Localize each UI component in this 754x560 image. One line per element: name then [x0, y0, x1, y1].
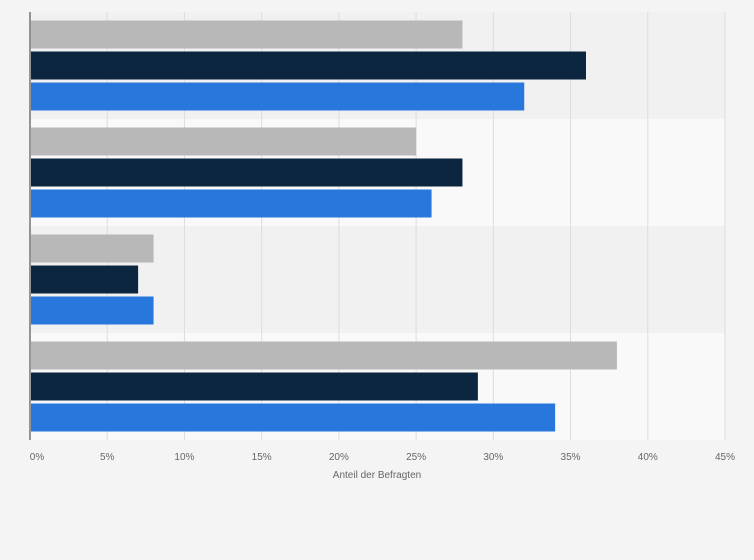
x-tick-label: 45% — [715, 452, 735, 463]
x-tick-label: 20% — [329, 452, 349, 463]
x-tick-label: 30% — [483, 452, 503, 463]
x-tick-label: 0% — [30, 452, 45, 463]
bar — [31, 189, 432, 218]
x-tick-labels: 0% 5% 10% 15% 20% 25% 30% 35% 40% 45% — [30, 452, 735, 463]
bar — [31, 341, 617, 370]
x-tick-label: 40% — [638, 452, 658, 463]
bar — [31, 403, 556, 432]
bar — [31, 158, 463, 187]
bar — [31, 51, 586, 80]
x-tick-label: 15% — [252, 452, 272, 463]
bar — [31, 20, 463, 49]
x-tick-label: 35% — [561, 452, 581, 463]
x-axis-title: Anteil der Befragten — [333, 470, 421, 481]
x-tick-label: 5% — [100, 452, 115, 463]
bars — [31, 20, 617, 432]
bar — [31, 127, 417, 156]
bar — [31, 372, 478, 401]
bar — [31, 234, 154, 263]
bar — [31, 296, 154, 325]
bar — [31, 265, 139, 294]
bar — [31, 82, 525, 111]
x-tick-label: 25% — [406, 452, 426, 463]
x-tick-label: 10% — [174, 452, 194, 463]
